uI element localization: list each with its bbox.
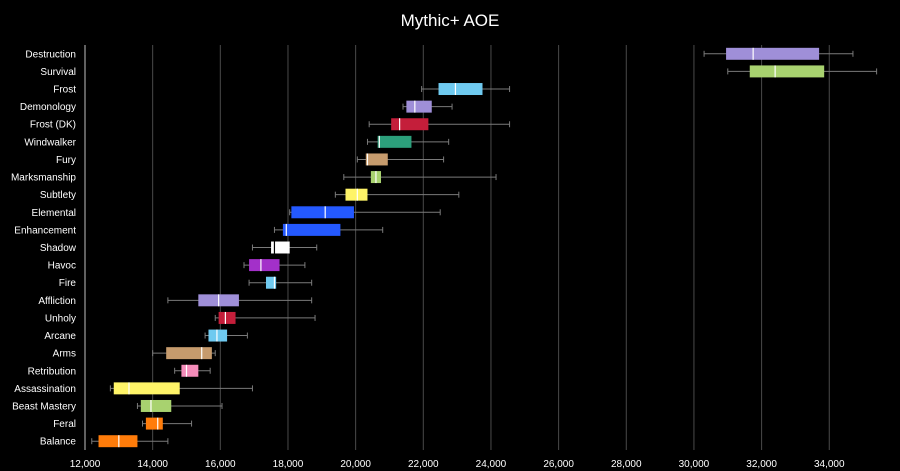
x-tick-label: 30,000 <box>679 459 710 470</box>
iqr-box <box>181 364 199 377</box>
category-label: Retribution <box>28 366 76 377</box>
category-label: Affliction <box>38 296 76 307</box>
iqr-box <box>218 311 236 324</box>
iqr-box <box>345 188 368 201</box>
category-label: Demonology <box>20 102 76 113</box>
category-label: Elemental <box>32 208 76 219</box>
iqr-box <box>113 382 180 395</box>
category-label: Enhancement <box>14 225 76 236</box>
iqr-box <box>145 417 163 430</box>
x-tick-labels: 12,000 14,000 16,000 18,000 20,000 22,000 24,0… <box>70 459 845 470</box>
category-label: Feral <box>53 419 76 430</box>
iqr-box <box>391 118 429 131</box>
box-retribution <box>174 364 211 377</box>
x-tick-label: 22,000 <box>408 459 439 470</box>
box-affliction <box>167 294 313 307</box>
category-label: Windwalker <box>24 137 76 148</box>
category-label: Marksmanship <box>11 173 76 184</box>
category-label: Havoc <box>48 261 76 272</box>
iqr-box <box>726 47 820 60</box>
iqr-box <box>265 276 277 289</box>
iqr-box <box>166 347 212 360</box>
category-label: Shadow <box>40 243 77 254</box>
grid-layer <box>152 45 830 450</box>
x-tick-label: 18,000 <box>273 459 304 470</box>
box-beast-mastery <box>136 399 223 412</box>
x-tick-label: 26,000 <box>543 459 574 470</box>
x-tick-label: 20,000 <box>340 459 371 470</box>
box-survival <box>727 65 878 78</box>
category-label: Fury <box>56 155 76 166</box>
iqr-box <box>208 329 228 342</box>
category-label: Fire <box>59 278 77 289</box>
box-frost <box>421 83 511 96</box>
box-assassination <box>109 382 253 395</box>
x-tick-label: 34,000 <box>814 459 845 470</box>
box-arms <box>152 347 216 360</box>
box-subtlety <box>334 188 460 201</box>
chart-title: Mythic+ AOE <box>401 11 500 30</box>
category-label: Beast Mastery <box>12 401 76 412</box>
box-frost-dk <box>368 118 511 131</box>
iqr-box <box>249 259 280 272</box>
iqr-box <box>98 435 138 448</box>
box-marksmanship <box>343 171 497 184</box>
iqr-box <box>365 153 388 166</box>
category-labels: Destruction Survival Frost Demonology Frost … <box>11 49 77 447</box>
category-label: Subtlety <box>40 190 76 201</box>
x-tick-label: 16,000 <box>205 459 236 470</box>
x-tick-label: 24,000 <box>476 459 507 470</box>
x-tick-label: 14,000 <box>137 459 168 470</box>
iqr-box <box>282 223 341 236</box>
category-label: Balance <box>40 437 77 448</box>
category-label: Arms <box>53 349 76 360</box>
x-tick-label: 12,000 <box>70 459 101 470</box>
box-demonology <box>402 100 453 113</box>
category-label: Frost (DK) <box>30 120 76 131</box>
category-label: Unholy <box>45 313 76 324</box>
category-label: Destruction <box>25 49 76 60</box>
category-label: Survival <box>40 67 76 78</box>
category-label: Frost <box>53 85 76 96</box>
x-tick-label: 32,000 <box>746 459 777 470</box>
box-fire <box>248 276 313 289</box>
box-arcane <box>204 329 248 342</box>
iqr-box <box>291 206 354 219</box>
box-destruction <box>703 47 854 60</box>
category-label: Arcane <box>44 331 76 342</box>
box-enhancement <box>273 223 384 236</box>
box-feral <box>142 417 193 430</box>
x-tick-label: 28,000 <box>611 459 642 470</box>
iqr-box <box>271 241 290 254</box>
box-elemental <box>289 206 441 219</box>
category-label: Assassination <box>14 384 76 395</box>
iqr-box <box>749 65 825 78</box>
box-series <box>91 47 878 448</box>
box-havoc <box>243 259 306 272</box>
box-balance <box>91 435 169 448</box>
box-unholy <box>214 311 316 324</box>
iqr-box <box>406 100 432 113</box>
box-shadow <box>251 241 318 254</box>
iqr-box <box>377 135 412 148</box>
box-windwalker <box>366 135 450 148</box>
iqr-box <box>140 399 172 412</box>
iqr-box <box>438 83 483 96</box>
box-fury <box>356 153 445 166</box>
